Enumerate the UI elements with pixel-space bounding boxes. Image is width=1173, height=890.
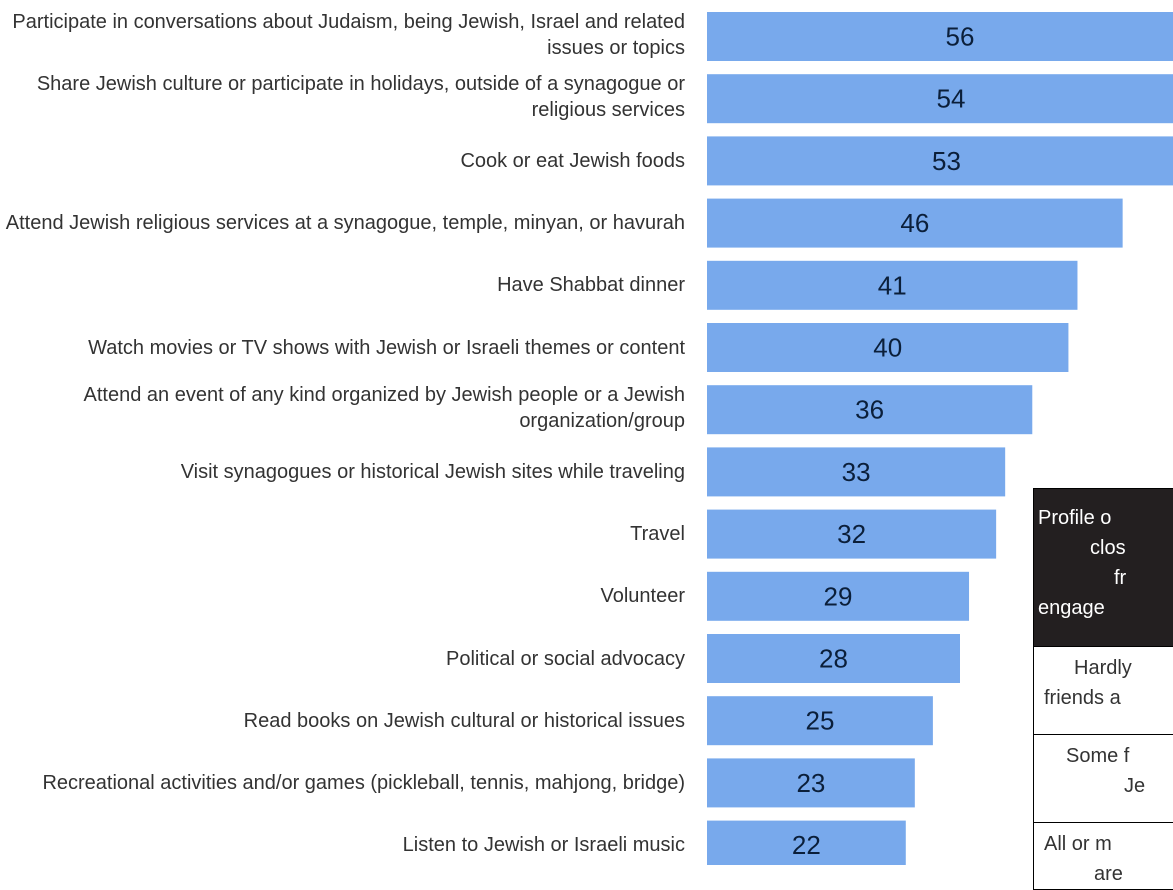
bar-value-label: 40 <box>873 333 902 363</box>
bar-value-label: 23 <box>796 768 825 798</box>
profile-row-line: Some f <box>1066 745 1130 767</box>
category-label: Volunteer <box>600 585 685 608</box>
profile-row-line: are <box>1094 863 1123 885</box>
category-label: Attend Jewish religious services at a sy… <box>5 212 685 235</box>
bar-value-label: 56 <box>946 22 975 52</box>
bar-value-label: 25 <box>805 706 834 736</box>
bar-chart: 56 54 53 46 41 40 36 33 32 29 28 25 23 22 <box>707 12 1173 865</box>
bar-value-label: 53 <box>932 146 961 176</box>
profile-header-line: clos <box>1090 537 1126 559</box>
category-label: Political or social advocacy <box>446 647 685 670</box>
bar <box>707 12 1173 61</box>
category-label: Attend an event of any kind organized by… <box>83 383 685 432</box>
category-label: Have Shabbat dinner <box>497 274 685 297</box>
bar-value-label: 41 <box>878 270 907 300</box>
bar <box>707 136 1173 186</box>
bar <box>707 74 1173 124</box>
bar <box>707 634 960 683</box>
category-label: Recreational activities and/or games (pi… <box>42 771 685 794</box>
bar-value-label: 22 <box>792 830 821 860</box>
profile-row-line: Je <box>1124 775 1146 797</box>
bar <box>707 758 915 808</box>
profile-row: Hardly friends a <box>1034 646 1173 734</box>
bar <box>707 385 1033 435</box>
category-label: Participate in conversations about Judai… <box>12 10 685 59</box>
bar-value-label: 36 <box>855 395 884 425</box>
profile-row-line: All or m <box>1044 833 1112 855</box>
bar <box>707 509 997 559</box>
bar <box>707 323 1069 372</box>
bar-value-label: 33 <box>842 457 871 487</box>
category-label: Read books on Jewish cultural or histori… <box>243 709 685 732</box>
profile-table-panel: Profile o clos fr engage Hardly friends … <box>1033 488 1173 890</box>
profile-row: Some f Je <box>1034 734 1173 822</box>
bar-value-label: 46 <box>900 208 929 238</box>
profile-header-line: fr <box>1114 567 1127 589</box>
bar-value-label: 28 <box>819 644 848 674</box>
bar <box>707 260 1078 310</box>
bar-value-label: 54 <box>937 84 966 114</box>
profile-row-line: Hardly <box>1074 657 1132 679</box>
category-label: Visit synagogues or historical Jewish si… <box>180 460 685 483</box>
category-label: Travel <box>630 523 685 546</box>
bar <box>707 447 1006 497</box>
bar <box>707 696 933 746</box>
profile-header-line: engage <box>1038 597 1105 619</box>
category-label: Share Jewish culture or participate in h… <box>36 72 685 121</box>
category-label: Listen to Jewish or Israeli music <box>402 834 685 857</box>
bar <box>707 820 906 865</box>
profile-row: All or m are <box>1034 822 1173 889</box>
bar <box>707 571 970 621</box>
category-label: Cook or eat Jewish foods <box>460 149 685 172</box>
profile-table-header: Profile o clos fr engage <box>1034 489 1173 646</box>
bar-value-label: 29 <box>824 581 853 611</box>
category-label: Watch movies or TV shows with Jewish or … <box>88 336 685 359</box>
bar-value-label: 32 <box>837 519 866 549</box>
profile-header-line: Profile o <box>1038 507 1112 529</box>
profile-row-line: friends a <box>1044 687 1121 709</box>
bar <box>707 198 1123 248</box>
